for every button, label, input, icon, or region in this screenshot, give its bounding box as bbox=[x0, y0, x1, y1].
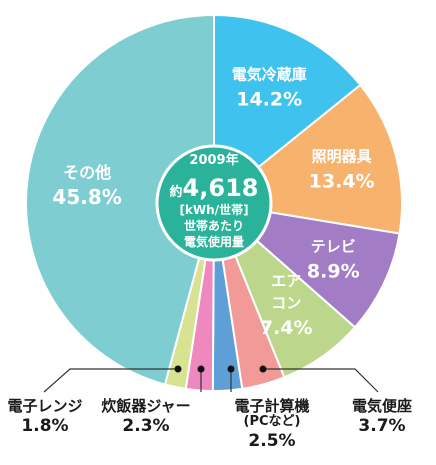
leader-dot-pc bbox=[227, 365, 235, 373]
center-prefix: 約 bbox=[170, 184, 183, 200]
callout-range: 電子レンジ 1.8% bbox=[2, 397, 88, 437]
slice-label-light: 照明器具 bbox=[312, 147, 372, 165]
slice-label-other: その他 bbox=[63, 163, 111, 182]
slice-label-ac-0: エア bbox=[271, 272, 301, 290]
slice-label-tv: テレビ bbox=[311, 238, 356, 256]
callout-rice-name: 炊飯器ジャー bbox=[101, 397, 191, 415]
callout-pc-sub: (PCなど) bbox=[243, 414, 301, 430]
center-value: 4,618 bbox=[183, 174, 259, 202]
slice-value-ac: 7.4% bbox=[260, 317, 313, 339]
slice-fridge bbox=[213, 13, 362, 206]
callout-range-pct: 1.8% bbox=[21, 416, 69, 437]
leader-dot-range bbox=[174, 365, 182, 373]
leader-line-range bbox=[43, 368, 178, 393]
slice-other bbox=[25, 13, 215, 386]
callout-toilet: 電気便座 3.7% bbox=[336, 397, 428, 437]
callout-range-name: 電子レンジ bbox=[7, 397, 83, 415]
center-summary: 2009年 約4,618 [kWh/世帯] 世帯あたり 電気使用量 bbox=[155, 144, 273, 262]
slice-label-ac-1: コン bbox=[271, 294, 301, 312]
slice-value-tv: 8.9% bbox=[307, 261, 360, 283]
center-unit: [kWh/世帯] bbox=[179, 202, 248, 217]
callout-pc-name: 電子計算機 bbox=[234, 397, 310, 415]
slice-value-other: 45.8% bbox=[52, 185, 121, 209]
slice-value-light: 13.4% bbox=[309, 170, 375, 192]
center-line2: 電気使用量 bbox=[184, 234, 244, 249]
center-line1: 世帯あたり bbox=[184, 218, 244, 233]
callout-rice-pct: 2.3% bbox=[122, 416, 170, 437]
callout-toilet-pct: 3.7% bbox=[358, 416, 406, 437]
leader-line-toilet bbox=[263, 368, 379, 393]
center-total: 約4,618 bbox=[170, 174, 259, 202]
callout-pc-pct: 2.5% bbox=[248, 431, 296, 452]
callout-pc: 電子計算機 (PCなど) 2.5% bbox=[222, 397, 322, 452]
center-year: 2009年 bbox=[189, 152, 238, 168]
leader-dot-rice bbox=[197, 365, 205, 373]
leader-dot-toilet bbox=[259, 365, 267, 373]
slice-label-fridge: 電気冷蔵庫 bbox=[232, 66, 307, 84]
slice-value-fridge: 14.2% bbox=[236, 89, 302, 111]
callout-rice: 炊飯器ジャー 2.3% bbox=[92, 397, 200, 437]
callout-toilet-name: 電気便座 bbox=[351, 397, 412, 415]
center-circle bbox=[155, 144, 273, 262]
